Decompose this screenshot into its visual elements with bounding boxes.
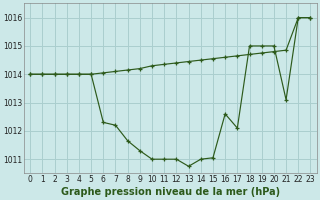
- X-axis label: Graphe pression niveau de la mer (hPa): Graphe pression niveau de la mer (hPa): [61, 187, 280, 197]
